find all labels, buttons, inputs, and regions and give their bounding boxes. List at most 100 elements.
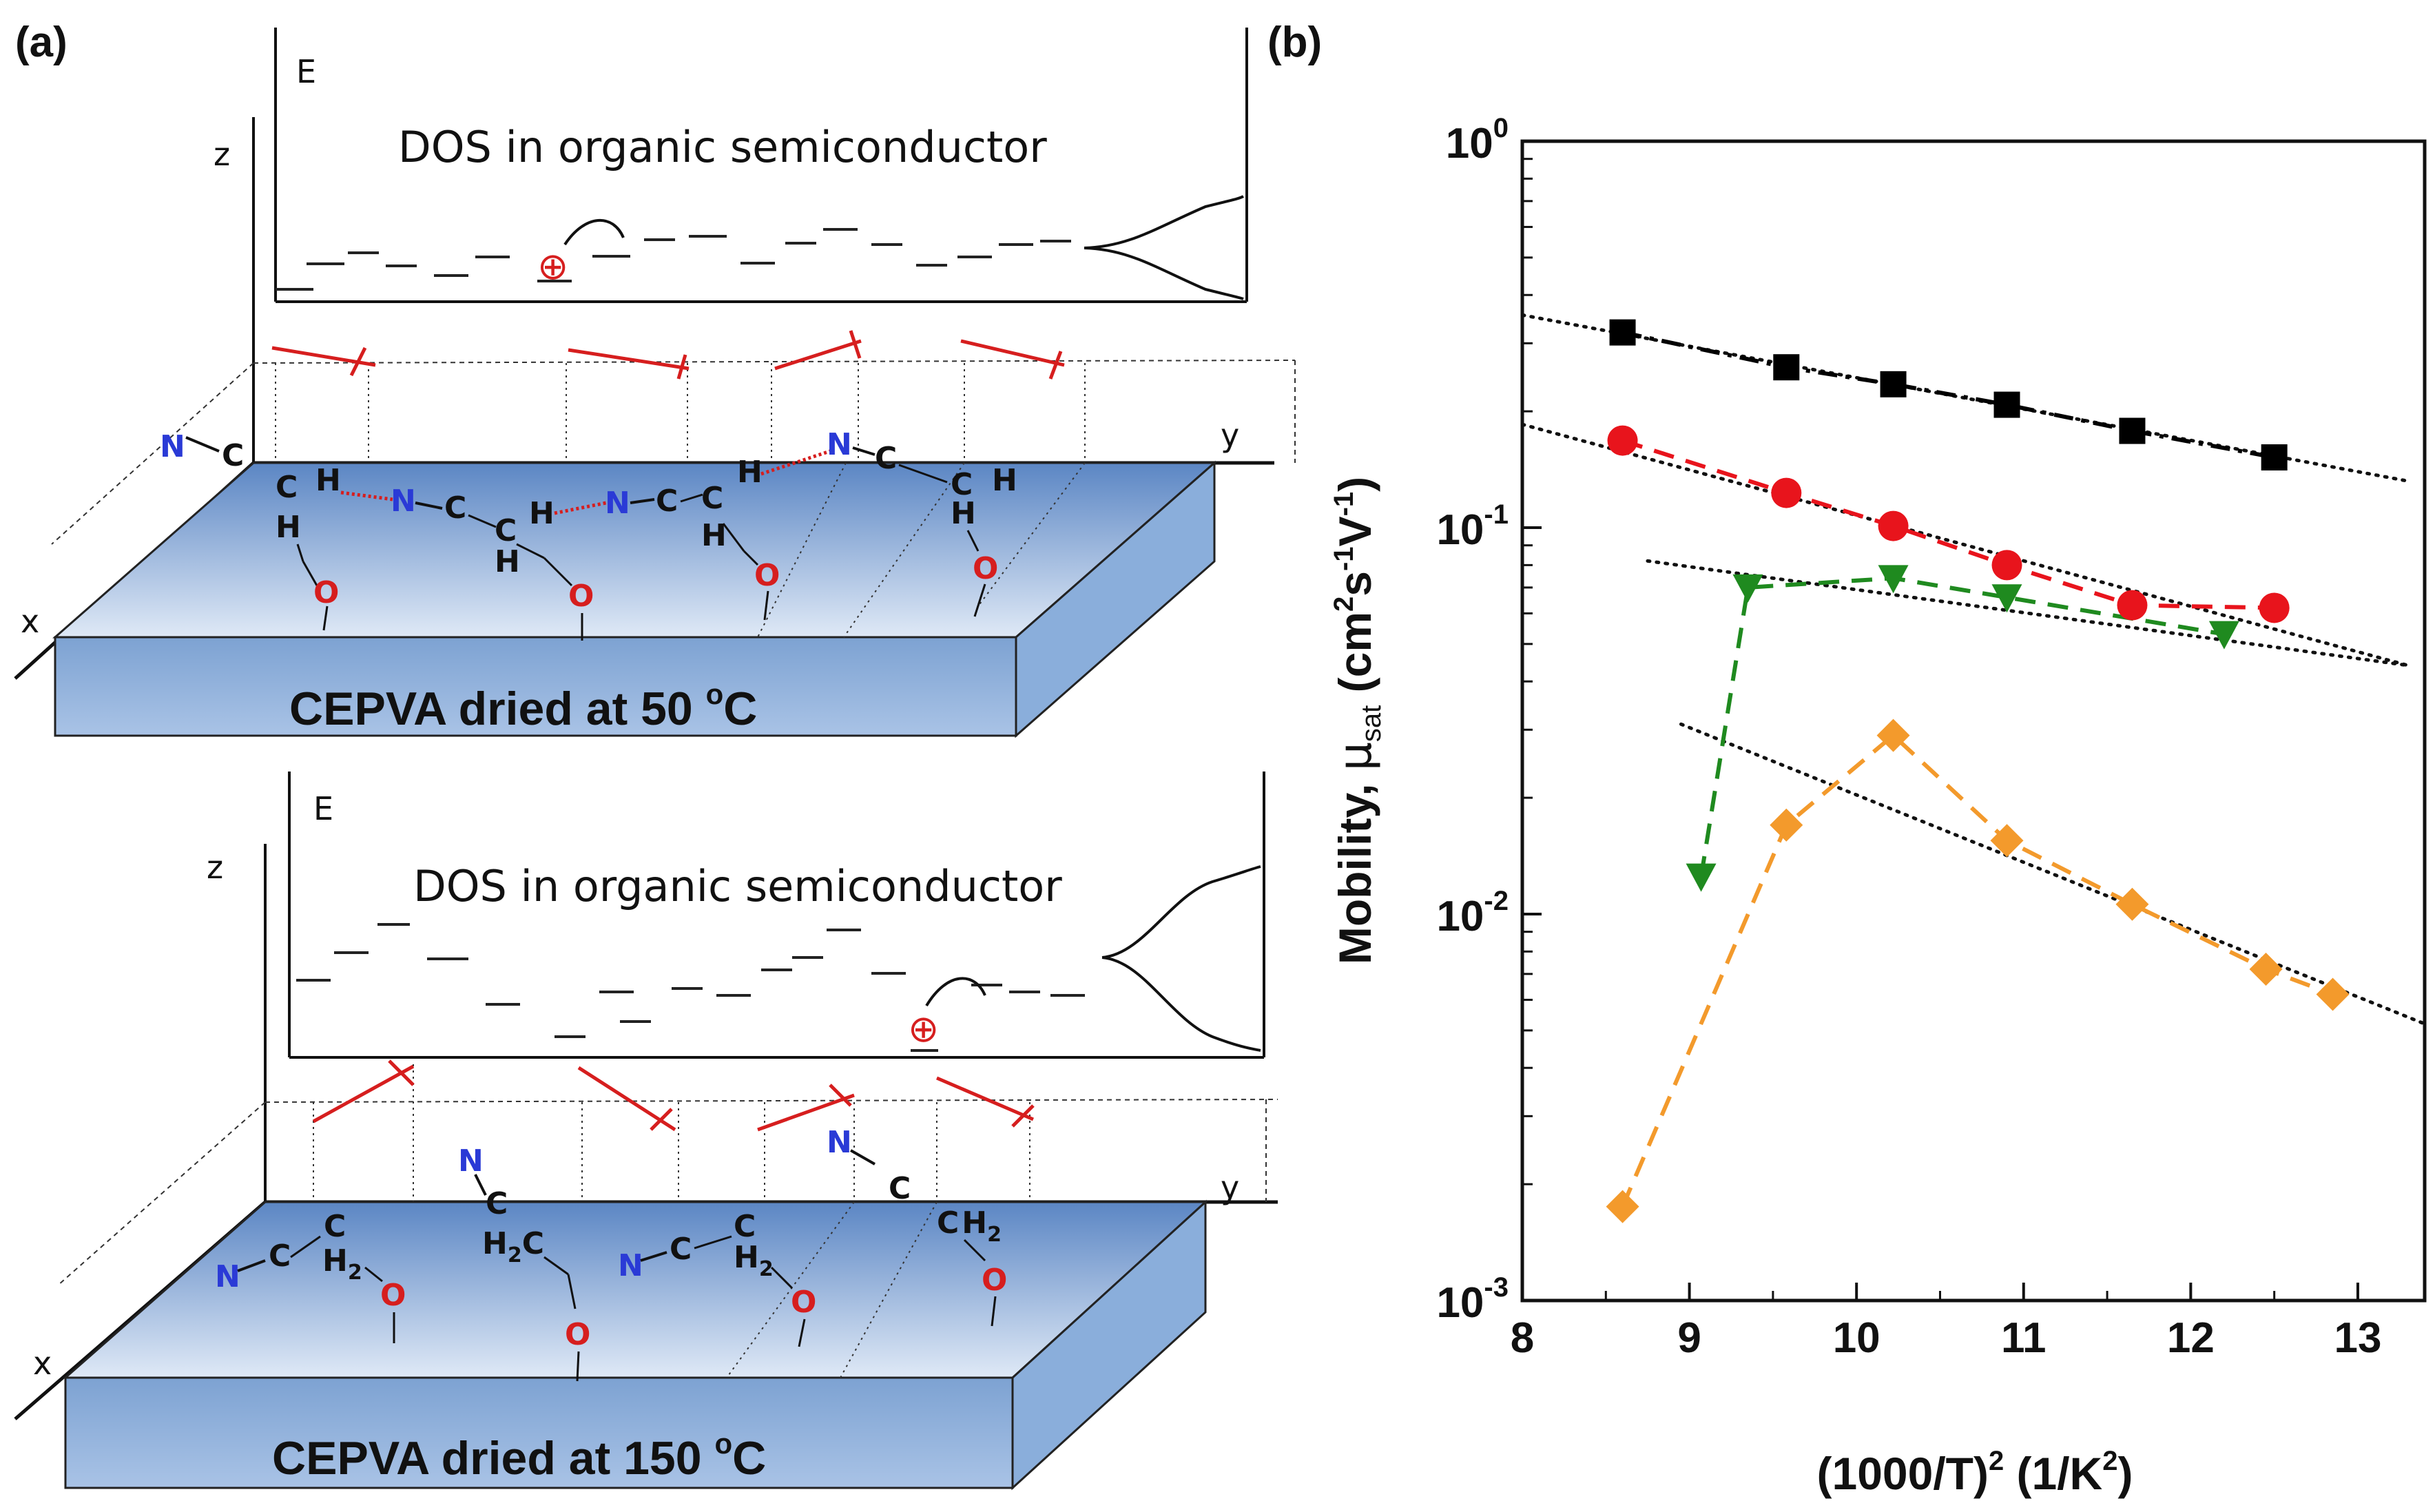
marker-square xyxy=(2119,417,2146,444)
panel-a-bottom: E DOS in organic semiconductor ⊕ xyxy=(14,771,1278,1491)
marker-square xyxy=(1609,319,1636,346)
panel-b: (b) 8 9 10 11 12 13 100 10-1 10-2 10-3 (1000/T)2 … xyxy=(1267,19,2427,1499)
svg-text:H: H xyxy=(495,544,520,579)
marker-circle xyxy=(2117,590,2148,621)
slab-bottom-side xyxy=(1011,1199,1207,1491)
marker-diamond xyxy=(2249,953,2283,986)
caption-bottom: CEPVA dried at 150 oC xyxy=(272,1427,766,1484)
svg-text:C: C xyxy=(701,481,723,516)
caption-top: CEPVA dried at 50 oC xyxy=(289,678,757,735)
svg-text:N: N xyxy=(618,1248,643,1283)
axis-e-label-bottom: E xyxy=(313,790,333,827)
svg-text:C: C xyxy=(444,490,466,526)
marker-square xyxy=(1993,391,2020,418)
svg-text:C: C xyxy=(656,484,678,519)
marker-diamond xyxy=(1770,808,1803,842)
marker-diamond xyxy=(1876,718,1910,752)
marker-diamond xyxy=(1990,824,2024,858)
dos-title-bottom: DOS in organic semiconductor xyxy=(413,861,1062,911)
y-tick-label: 10-2 xyxy=(1436,886,1509,940)
svg-text:C: C xyxy=(495,513,517,548)
svg-text:H: H xyxy=(951,496,976,531)
axis-e-label-top: E xyxy=(296,53,316,90)
marker-circle xyxy=(2259,592,2290,623)
svg-text:C: C xyxy=(324,1209,346,1244)
marker-diamond xyxy=(2115,887,2149,921)
marker-triangle-down xyxy=(1878,565,1909,594)
h2-label: H2 xyxy=(322,1243,362,1285)
svg-text:C: C xyxy=(269,1239,291,1274)
svg-text:O: O xyxy=(754,558,780,593)
dos-title-top: DOS in organic semiconductor xyxy=(398,122,1047,172)
hole-charge-bottom: ⊕ xyxy=(908,1007,939,1050)
marker-square xyxy=(1880,371,1907,397)
molecules-top: N C C H H O N C C H H O N C xyxy=(160,427,1017,641)
fit-line-4 xyxy=(1679,722,2427,1026)
marker-square xyxy=(1773,354,1800,381)
svg-text:H2: H2 xyxy=(734,1240,774,1281)
axis-y-label-top: y xyxy=(1221,417,1239,454)
svg-text:CH2: CH2 xyxy=(937,1205,1002,1247)
plot-frame xyxy=(1520,139,2427,1303)
x-tick-label: 10 xyxy=(1833,1314,1880,1362)
axis-x-label-bottom: x xyxy=(33,1345,52,1382)
axis-z-label-bottom: z xyxy=(207,849,223,886)
hop-arrow-top xyxy=(563,219,625,246)
svg-text:O: O xyxy=(380,1278,406,1313)
svg-text:O: O xyxy=(973,551,998,586)
svg-text:C: C xyxy=(276,470,298,505)
marker-triangle-down xyxy=(1732,574,1763,603)
svg-text:N: N xyxy=(605,486,630,521)
axis-y-label-bottom: y xyxy=(1221,1169,1239,1206)
dipoles-top xyxy=(271,330,1065,380)
svg-text:H: H xyxy=(276,510,301,545)
x-axis-title: (1000/T)2 (1/K2) xyxy=(1817,1446,2133,1499)
svg-text:H: H xyxy=(315,463,341,498)
y-tick-label: 100 xyxy=(1446,113,1509,167)
svg-text:C: C xyxy=(670,1232,692,1267)
svg-text:C: C xyxy=(951,467,973,502)
svg-text:O: O xyxy=(982,1263,1007,1298)
svg-text:H: H xyxy=(737,455,763,490)
panel-b-label: (b) xyxy=(1267,19,1322,66)
svg-text:C: C xyxy=(889,1171,911,1206)
svg-text:C: C xyxy=(734,1209,756,1244)
svg-text:H: H xyxy=(701,518,727,553)
svg-text:N: N xyxy=(215,1259,240,1294)
marker-diamond xyxy=(2316,977,2350,1011)
slab-top-surface xyxy=(52,462,1217,639)
x-tick-label: 13 xyxy=(2334,1314,2381,1362)
axis-x-label-top: x xyxy=(21,603,39,640)
marker-circle xyxy=(1771,477,1802,508)
marker-square xyxy=(2261,444,2288,470)
svg-text:C: C xyxy=(486,1186,508,1221)
energy-levels-top xyxy=(276,228,1071,291)
series-line-1 xyxy=(1621,330,2275,459)
svg-text:N: N xyxy=(391,484,416,519)
slab-side xyxy=(1015,460,1216,738)
y-axis-title: Mobility, μsat (cm2s-1V-1) xyxy=(1329,477,1387,964)
panel-a-label: (a) xyxy=(15,19,68,66)
svg-text:N: N xyxy=(827,1125,852,1160)
marker-triangle-down xyxy=(1991,584,2022,613)
svg-text:N: N xyxy=(160,429,185,464)
svg-text:H: H xyxy=(529,496,555,531)
svg-text:C: C xyxy=(875,441,897,476)
hop-arrow-bottom xyxy=(925,977,986,1007)
axis-z-label-top: z xyxy=(214,136,230,173)
fit-line-2 xyxy=(1520,422,2410,667)
chart-area: 8 9 10 11 12 13 100 10-1 10-2 10-3 xyxy=(1436,113,2427,1362)
series-line-4 xyxy=(1620,732,2334,1208)
svg-text:C: C xyxy=(222,438,244,473)
svg-text:O: O xyxy=(568,579,594,614)
y-tick-label: 10-3 xyxy=(1436,1272,1509,1327)
svg-text:O: O xyxy=(313,575,339,610)
dipoles-bottom xyxy=(312,1059,1035,1132)
gaussian-dos-bottom xyxy=(1101,865,1261,959)
marker-triangle-down xyxy=(1686,863,1717,892)
energy-levels-bottom xyxy=(296,923,1085,1038)
hole-charge-top: ⊕ xyxy=(537,245,568,288)
marker-circle xyxy=(1607,425,1638,456)
molecules-bottom: N C C H2 O N C H2C O N C C H2 O xyxy=(215,1125,1007,1382)
